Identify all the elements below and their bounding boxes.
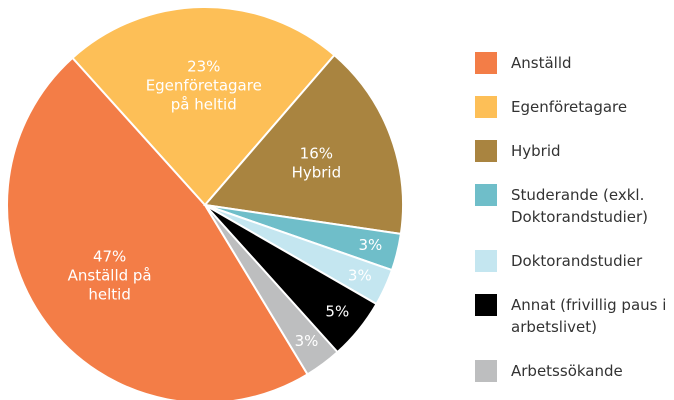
- legend-swatch: [475, 184, 497, 206]
- slice-label: Anställd på: [68, 266, 152, 284]
- slice-value-label: 23%: [187, 58, 220, 76]
- slice: [203, 53, 404, 236]
- legend-label: Anställd: [511, 54, 572, 72]
- legend-label: Doktorandstudier: [511, 252, 643, 270]
- slice-label: Egenföretagare: [146, 77, 262, 95]
- legend-item: Studerande (exkl. Doktorandstudier): [475, 184, 674, 228]
- legend-swatch: [475, 96, 497, 118]
- legend-item: Doktorandstudier: [475, 250, 674, 272]
- legend-label: Hybrid: [511, 142, 561, 160]
- slice-label: heltid: [88, 285, 130, 303]
- legend-swatch: [475, 294, 497, 316]
- legend-label: Egenföretagare: [511, 98, 628, 116]
- legend: Anställd Egenföretagare Hybrid Studerande (…: [475, 52, 674, 382]
- legend-item: Hybrid: [475, 140, 674, 162]
- slice: [204, 204, 339, 376]
- legend-swatch: [475, 250, 497, 272]
- legend-item: Anställd: [475, 52, 674, 74]
- slice-label: Hybrid: [292, 164, 342, 182]
- slice-value-label: 3%: [358, 236, 382, 254]
- slice-value-label: 47%: [93, 247, 126, 265]
- slice-value-label: 3%: [348, 266, 372, 284]
- legend-swatch: [475, 360, 497, 382]
- legend-label: Studerande (exkl. Doktorandstudier): [511, 186, 648, 226]
- legend-item: Egenföretagare: [475, 96, 674, 118]
- slice: [71, 6, 336, 207]
- slice-value-label: 16%: [300, 145, 333, 163]
- legend-item: Annat (frivillig paus i arbetslivet): [475, 294, 674, 338]
- legend-swatch: [475, 52, 497, 74]
- legend-item: Arbetssökande: [475, 360, 674, 382]
- slice: [6, 56, 309, 400]
- legend-swatch: [475, 140, 497, 162]
- legend-label: Arbetssökande: [511, 362, 623, 380]
- slice-label: på heltid: [171, 96, 237, 114]
- slice-value-label: 3%: [295, 332, 319, 350]
- slice-value-label: 5%: [325, 303, 349, 321]
- legend-label: Annat (frivillig paus i arbetslivet): [511, 296, 667, 336]
